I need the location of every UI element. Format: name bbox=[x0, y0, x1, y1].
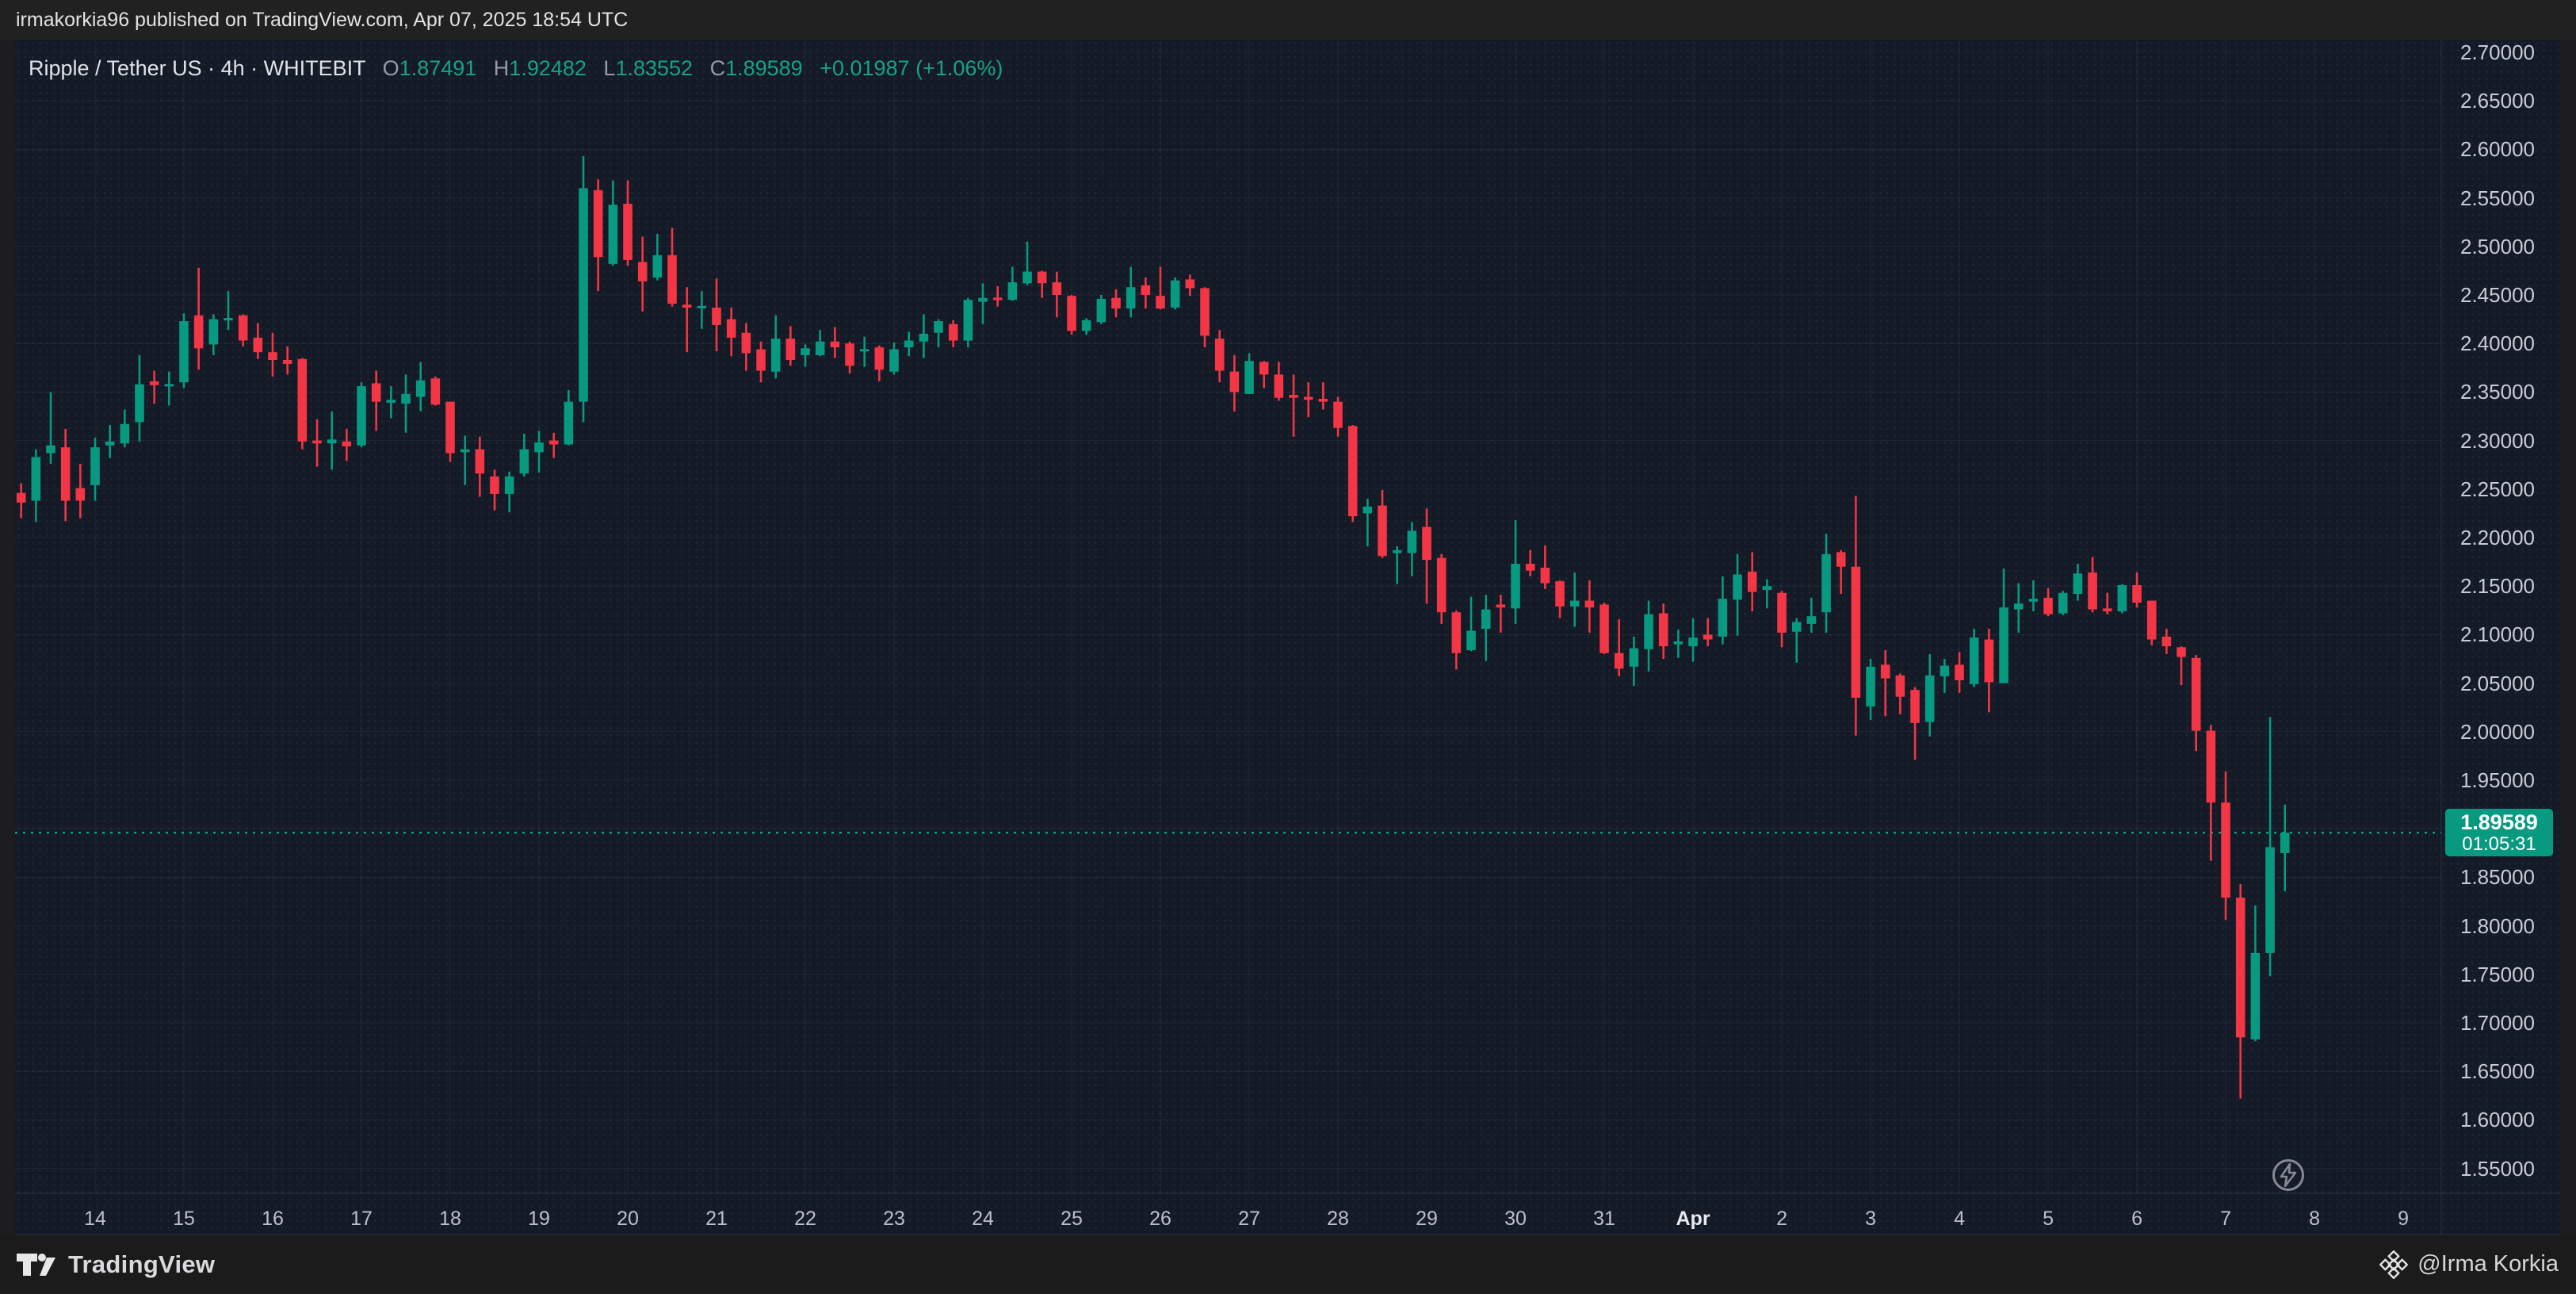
price-axis-label: 1.80000 bbox=[2460, 913, 2535, 938]
candlestick-chart-canvas[interactable] bbox=[15, 40, 2560, 1235]
price-axis-label: 1.65000 bbox=[2460, 1059, 2535, 1084]
attribution-bar: irmakorkia96 published on TradingView.co… bbox=[0, 0, 2576, 40]
time-axis-label: 24 bbox=[972, 1208, 994, 1230]
lightning-icon bbox=[2280, 1163, 2297, 1187]
time-axis-label: 30 bbox=[1504, 1208, 1527, 1230]
last-price-value: 1.89589 bbox=[2460, 810, 2538, 835]
open-label: O bbox=[382, 56, 399, 80]
footer-credit[interactable]: @Irma Korkia bbox=[2417, 1251, 2559, 1277]
price-axis-label: 2.05000 bbox=[2460, 671, 2535, 695]
time-axis-label: 15 bbox=[173, 1208, 195, 1230]
time-axis-label: 29 bbox=[1416, 1208, 1438, 1230]
price-axis-label: 2.70000 bbox=[2460, 40, 2535, 64]
time-axis-label: 21 bbox=[705, 1208, 728, 1230]
chart-panel: Ripple / Tether US · 4h · WHITEBIT O1.87… bbox=[15, 40, 2560, 1235]
time-axis-label: 16 bbox=[262, 1208, 284, 1230]
time-axis-label: 2 bbox=[1776, 1208, 1787, 1230]
time-axis-label: 7 bbox=[2220, 1208, 2231, 1230]
time-axis-label: 8 bbox=[2309, 1208, 2320, 1230]
price-axis-label: 1.60000 bbox=[2460, 1108, 2535, 1132]
time-axis-label: 4 bbox=[1954, 1208, 1965, 1230]
price-axis-label: 2.15000 bbox=[2460, 574, 2535, 599]
time-axis-label: 18 bbox=[439, 1208, 461, 1230]
price-axis-label: 2.60000 bbox=[2460, 137, 2535, 162]
close-label: C bbox=[709, 56, 726, 80]
change-value: +0.01987 (+1.06%) bbox=[820, 56, 1003, 80]
low-label: L bbox=[603, 56, 616, 80]
price-axis-label: 2.00000 bbox=[2460, 719, 2535, 744]
high-value: 1.92482 bbox=[509, 56, 587, 80]
price-axis-label: 2.10000 bbox=[2460, 622, 2535, 647]
price-axis-label: 1.95000 bbox=[2460, 768, 2535, 792]
time-axis-label: 27 bbox=[1238, 1208, 1260, 1230]
diamond-logo bbox=[2379, 1250, 2409, 1279]
tradingview-logo bbox=[17, 1253, 55, 1276]
price-axis-label: 1.70000 bbox=[2460, 1011, 2535, 1035]
footer-brand[interactable]: TradingView bbox=[68, 1250, 216, 1278]
price-axis-label: 2.35000 bbox=[2460, 380, 2535, 404]
price-axis-label: 1.75000 bbox=[2460, 962, 2535, 986]
time-axis-label: 6 bbox=[2131, 1208, 2142, 1230]
time-axis-label: 3 bbox=[1865, 1208, 1876, 1230]
attribution-text: irmakorkia96 published on TradingView.co… bbox=[16, 9, 629, 31]
price-axis-label: 2.45000 bbox=[2460, 283, 2535, 307]
price-axis-label: 1.55000 bbox=[2460, 1156, 2535, 1181]
price-axis-label: 2.50000 bbox=[2460, 234, 2535, 258]
high-label: H bbox=[493, 56, 510, 80]
open-value: 1.87491 bbox=[399, 56, 477, 80]
time-axis-label: 25 bbox=[1061, 1208, 1083, 1230]
time-axis-label: Apr bbox=[1676, 1208, 1710, 1230]
symbol-title[interactable]: Ripple / Tether US · 4h · WHITEBIT bbox=[29, 56, 366, 80]
time-axis-label: 9 bbox=[2398, 1208, 2409, 1230]
price-axis-label: 2.30000 bbox=[2460, 428, 2535, 453]
price-axis-label: 2.25000 bbox=[2460, 477, 2535, 501]
time-axis-label: 20 bbox=[617, 1208, 639, 1230]
instant-chart-button[interactable] bbox=[2272, 1159, 2304, 1191]
price-axis-label: 1.85000 bbox=[2460, 865, 2535, 890]
footer-bar: TradingView @Irma Korkia bbox=[0, 1235, 2576, 1294]
time-axis-label: 22 bbox=[794, 1208, 816, 1230]
last-price-badge: 1.89589 01:05:31 bbox=[2445, 809, 2553, 857]
price-axis-label: 2.55000 bbox=[2460, 186, 2535, 210]
time-axis-label: 5 bbox=[2043, 1208, 2054, 1230]
chart-legend: Ripple / Tether US · 4h · WHITEBIT O1.87… bbox=[29, 56, 1003, 81]
time-axis-label: 17 bbox=[350, 1208, 373, 1230]
price-axis-label: 2.65000 bbox=[2460, 89, 2535, 113]
time-axis-label: 23 bbox=[883, 1208, 905, 1230]
price-axis-label: 2.20000 bbox=[2460, 526, 2535, 549]
time-axis-label: 28 bbox=[1327, 1208, 1349, 1230]
bar-countdown: 01:05:31 bbox=[2462, 833, 2536, 856]
low-value: 1.83552 bbox=[615, 56, 694, 80]
price-axis-label: 2.40000 bbox=[2460, 331, 2535, 356]
time-axis-label: 31 bbox=[1593, 1208, 1615, 1230]
time-axis-label: 14 bbox=[84, 1208, 106, 1230]
time-axis-label: 19 bbox=[528, 1208, 550, 1230]
close-value: 1.89589 bbox=[725, 56, 803, 80]
time-axis-label: 26 bbox=[1149, 1208, 1171, 1230]
